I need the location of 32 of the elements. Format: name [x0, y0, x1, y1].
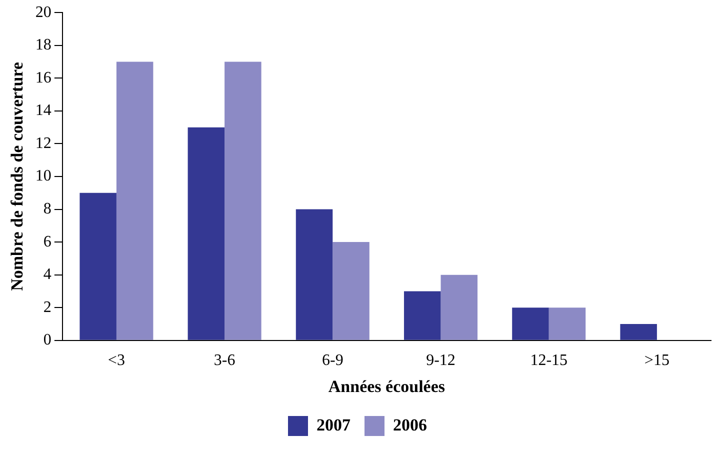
x-tick-label: 3-6 — [214, 352, 236, 370]
bar — [512, 308, 549, 340]
y-tick-label: 0 — [43, 332, 52, 349]
bar — [548, 308, 586, 340]
bar — [620, 324, 657, 340]
legend-label: 2006 — [393, 415, 427, 434]
y-tick-label: 12 — [35, 134, 52, 152]
x-axis-title: Années écoulées — [328, 377, 446, 396]
y-axis-title: Nombre de fonds de couverture — [8, 62, 27, 291]
bar — [80, 192, 116, 340]
legend-label: 2007 — [316, 415, 351, 434]
y-tick-label: 16 — [35, 69, 52, 86]
bar — [440, 274, 478, 340]
bar — [404, 291, 441, 340]
x-tick-label: 9-12 — [426, 352, 456, 370]
x-tick-label: <3 — [108, 352, 125, 370]
bar — [296, 209, 333, 340]
y-tick-label: 4 — [43, 266, 52, 284]
y-tick-label: 2 — [43, 298, 52, 316]
bar — [332, 242, 370, 340]
y-tick-label: 8 — [43, 200, 52, 218]
y-tick-label: 20 — [35, 4, 52, 21]
y-tick-label: 6 — [43, 233, 52, 250]
y-tick-label: 10 — [35, 168, 52, 185]
x-tick-label: 12-15 — [530, 352, 568, 370]
bar — [224, 62, 262, 340]
y-tick-label: 18 — [35, 36, 52, 54]
x-tick-label: >15 — [644, 352, 670, 370]
bar — [188, 127, 225, 340]
x-tick-label: 6-9 — [322, 352, 344, 370]
y-tick-label: 14 — [35, 102, 52, 120]
bar — [116, 62, 154, 340]
